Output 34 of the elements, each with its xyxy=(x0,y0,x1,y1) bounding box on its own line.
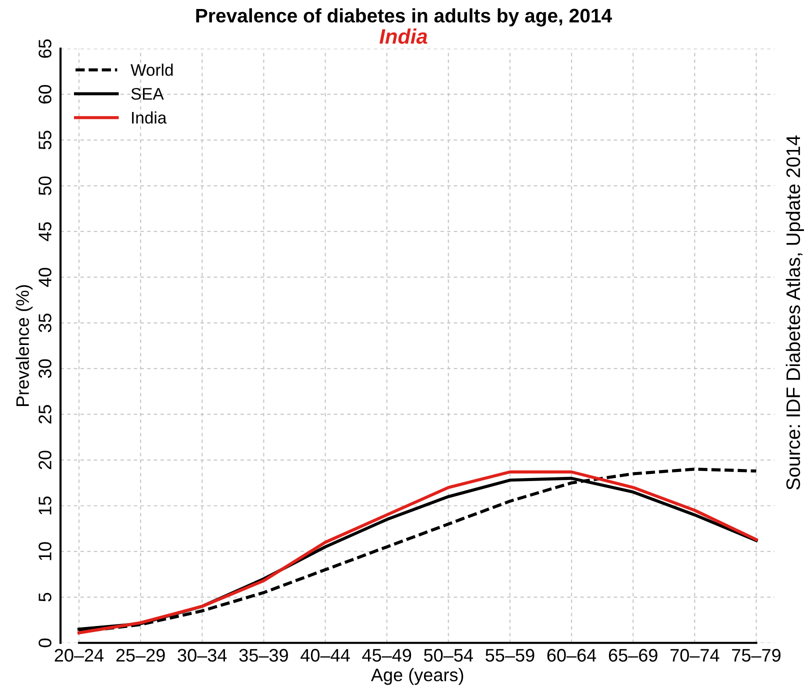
y-tick-label: 0 xyxy=(38,638,52,648)
legend-label: India xyxy=(132,111,167,124)
x-tick-label: 55–59 xyxy=(486,648,534,662)
x-axis-title: Age (years) xyxy=(371,668,464,685)
x-tick-label: 65–69 xyxy=(608,648,658,662)
source-note: Source: IDF Diabetes Atlas, Update 2014 xyxy=(786,136,804,490)
x-tick-label: 35–39 xyxy=(239,648,288,662)
y-tick-label: 65 xyxy=(38,39,52,58)
y-axis-title: Prevalence (%) xyxy=(16,285,33,406)
y-tick-label: 5 xyxy=(38,592,52,602)
x-tick-label: 60–64 xyxy=(547,648,596,662)
x-tick-label: 70–74 xyxy=(670,648,720,662)
y-tick-label: 30 xyxy=(38,359,52,378)
x-tick-label: 45–49 xyxy=(362,648,412,662)
y-tick-label: 50 xyxy=(38,176,52,196)
y-tick-label: 40 xyxy=(38,268,52,287)
y-tick-label: 10 xyxy=(38,542,52,560)
x-tick-label: 30–34 xyxy=(178,648,227,662)
x-tick-label: 20–24 xyxy=(54,648,104,662)
chart-subtitle: India xyxy=(380,28,428,44)
y-tick-label: 55 xyxy=(38,130,52,150)
legend-label: SEA xyxy=(131,88,164,100)
y-tick-label: 25 xyxy=(38,405,52,424)
y-tick-label: 20 xyxy=(38,450,52,470)
y-tick-label: 35 xyxy=(38,314,52,332)
x-tick-label: 25–29 xyxy=(116,648,165,662)
legend-label: World xyxy=(130,64,173,76)
y-tick-label: 45 xyxy=(38,222,52,242)
y-tick-label: 15 xyxy=(38,496,52,514)
x-tick-label: 40–44 xyxy=(300,648,350,662)
y-tick-label: 60 xyxy=(38,85,52,104)
x-tick-label: 75–79 xyxy=(732,648,780,662)
chart-title: Prevalence of diabetes in adults by age, 2014 xyxy=(196,8,612,26)
x-tick-label: 50–54 xyxy=(424,648,473,662)
